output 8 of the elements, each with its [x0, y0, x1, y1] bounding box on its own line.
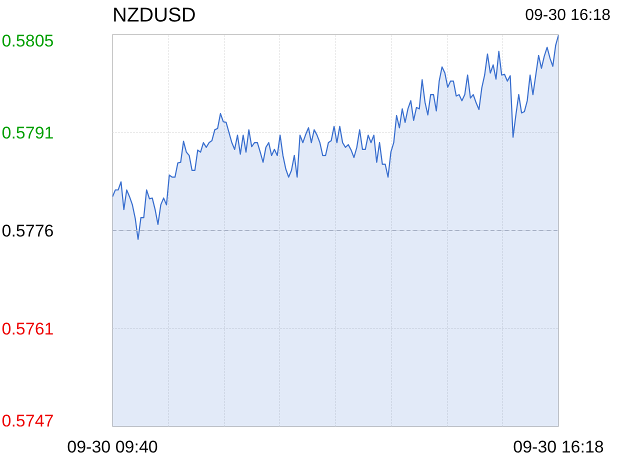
y-tick-label: 0.5805	[2, 32, 54, 50]
y-tick-label: 0.5776	[2, 222, 54, 240]
y-tick-label: 0.5747	[2, 412, 54, 430]
y-tick-label: 0.5761	[2, 320, 54, 338]
x-tick-label: 09-30 09:40	[67, 438, 158, 456]
y-tick-label: 0.5791	[2, 124, 54, 142]
text: 09-30 16:18	[525, 7, 611, 24]
chart-title: NZDUSD	[112, 4, 196, 26]
